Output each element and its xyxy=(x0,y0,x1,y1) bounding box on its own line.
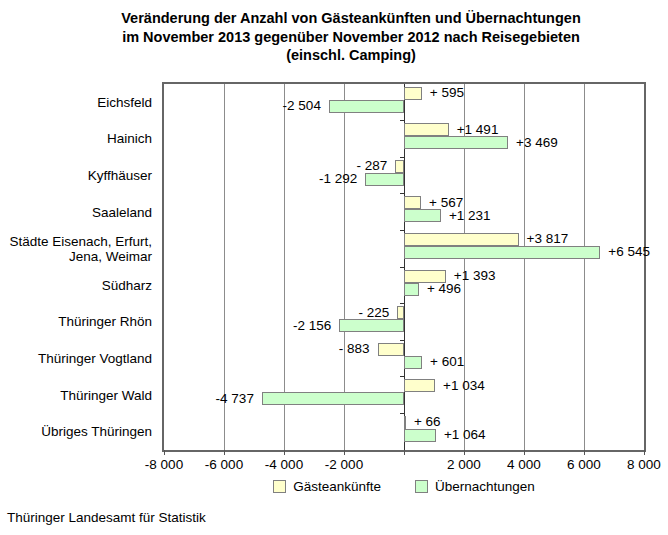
nights-bar xyxy=(404,246,600,259)
arrivals-bar xyxy=(404,233,519,246)
x-axis-tick xyxy=(284,450,285,455)
zero-axis-tick xyxy=(400,157,404,158)
category-label: Thüringer Vogtland xyxy=(0,340,152,377)
chart-title-line-3: (einschl. Camping) xyxy=(34,46,668,65)
value-label: + 601 xyxy=(430,354,464,370)
chart-title-line-2: im November 2013 gegenüber November 2012… xyxy=(34,28,668,47)
category-label: Städte Eisenach, Erfurt, Jena, Weimar xyxy=(0,230,152,267)
value-label: -2 156 xyxy=(293,318,331,334)
value-label: +3 469 xyxy=(516,135,558,151)
nights-bar xyxy=(404,356,422,369)
zero-axis-tick xyxy=(400,193,404,194)
arrivals-bar xyxy=(378,343,404,356)
nights-bar xyxy=(404,283,419,296)
zero-axis-tick xyxy=(400,413,404,414)
category-label: Kyffhäuser xyxy=(0,157,152,194)
plot-area: -8 000-6 000-4 000-2 0002 0004 0006 0008… xyxy=(162,82,646,452)
zero-axis-tick xyxy=(400,267,404,268)
x-axis-tick-label: 8 000 xyxy=(609,457,668,472)
legend-item-nights: Übernachtungen xyxy=(415,479,535,494)
category-label: Südharz xyxy=(0,267,152,304)
nights-bar xyxy=(329,100,404,113)
nights-bar xyxy=(404,136,508,149)
x-axis-tick xyxy=(644,450,645,455)
value-label: - 883 xyxy=(339,341,370,357)
source-attribution: Thüringer Landesamt für Statistik xyxy=(7,510,206,525)
arrivals-bar xyxy=(404,416,406,429)
x-axis-tick xyxy=(344,450,345,455)
nights-bar xyxy=(404,429,436,442)
category-label: Übriges Thüringen xyxy=(0,413,152,450)
nights-bar xyxy=(404,209,441,222)
arrivals-bar xyxy=(404,379,435,392)
x-axis-tick xyxy=(464,450,465,455)
x-axis-tick xyxy=(164,450,165,455)
arrivals-swatch-icon xyxy=(273,480,286,493)
category-label: Thüringer Rhön xyxy=(0,304,152,341)
value-label: -1 292 xyxy=(319,171,357,187)
legend-label-nights: Übernachtungen xyxy=(435,479,535,494)
zero-axis-tick xyxy=(400,376,404,377)
arrivals-bar xyxy=(397,306,404,319)
nights-bar xyxy=(365,173,404,186)
category-label: Eichsfeld xyxy=(0,84,152,121)
value-label: + 595 xyxy=(430,85,464,101)
x-axis-tick xyxy=(404,450,405,455)
chart-title-line-1: Veränderung der Anzahl von Gästeankünfte… xyxy=(34,9,668,28)
x-axis-tick-label: -2 000 xyxy=(309,457,379,472)
category-label: Hainich xyxy=(0,121,152,158)
arrivals-bar xyxy=(404,123,449,136)
value-label: + 496 xyxy=(427,281,461,297)
nights-bar xyxy=(339,319,404,332)
value-label: +1 034 xyxy=(443,378,485,394)
chart-title: Veränderung der Anzahl von Gästeankünfte… xyxy=(34,9,668,65)
category-label: Thüringer Wald xyxy=(0,377,152,414)
arrivals-bar xyxy=(404,87,422,100)
zero-axis-tick xyxy=(400,340,404,341)
x-axis-tick xyxy=(224,450,225,455)
value-label: -2 504 xyxy=(283,98,321,114)
legend: Gästeankünfte Übernachtungen xyxy=(162,479,646,494)
category-label: Saaleland xyxy=(0,194,152,231)
zero-axis-tick xyxy=(400,230,404,231)
nights-bar xyxy=(262,392,404,405)
zero-axis-tick xyxy=(400,120,404,121)
value-label: +1 231 xyxy=(449,208,491,224)
x-axis-tick xyxy=(524,450,525,455)
value-label: -4 737 xyxy=(216,391,254,407)
value-label: +1 064 xyxy=(444,427,486,443)
chart-canvas: Veränderung der Anzahl von Gästeankünfte… xyxy=(0,0,668,535)
y-axis-category-labels: EichsfeldHainichKyffhäuserSaalelandStädt… xyxy=(0,84,152,450)
legend-item-arrivals: Gästeankünfte xyxy=(273,479,381,494)
zero-axis-tick xyxy=(400,303,404,304)
value-label: +6 545 xyxy=(608,244,650,260)
arrivals-bar xyxy=(395,160,404,173)
gridline xyxy=(584,84,585,450)
arrivals-bar xyxy=(404,196,421,209)
x-axis-tick xyxy=(584,450,585,455)
legend-label-arrivals: Gästeankünfte xyxy=(293,479,381,494)
nights-swatch-icon xyxy=(415,480,428,493)
